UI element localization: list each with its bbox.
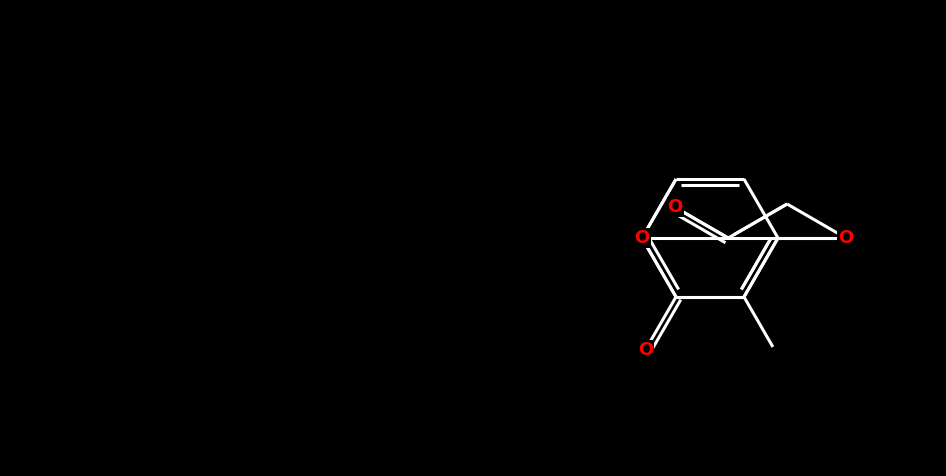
Text: O: O [668, 198, 683, 217]
Text: O: O [638, 341, 653, 359]
Text: O: O [635, 229, 650, 247]
Text: O: O [838, 229, 853, 247]
